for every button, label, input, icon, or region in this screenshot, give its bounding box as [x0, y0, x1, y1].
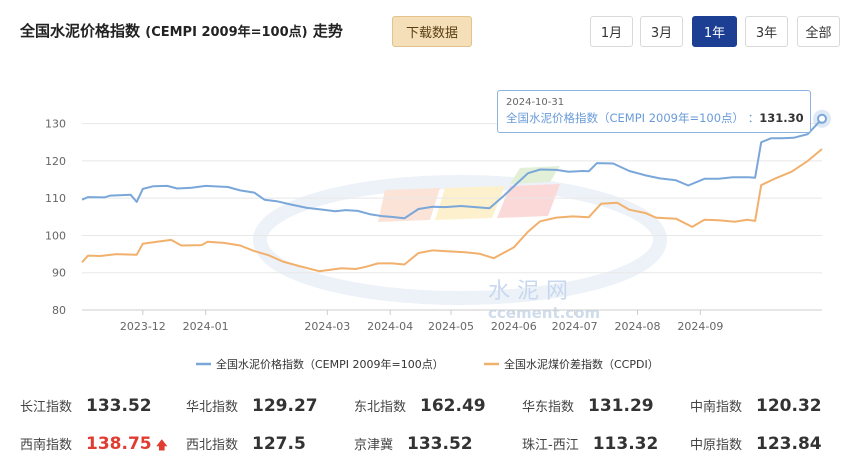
watermark-logo: 水 泥 网 ccement.com: [253, 166, 667, 322]
stat-label: 长江指数: [20, 400, 73, 415]
range-3m-button[interactable]: 3月: [640, 16, 683, 47]
y-tick-label: 130: [45, 118, 66, 131]
stat-item: 京津冀 133.52: [354, 434, 473, 454]
watermark-text-cn: 水 泥 网: [488, 279, 568, 304]
stat-value: 129.27: [252, 396, 318, 416]
stat-value: 131.29: [588, 396, 654, 416]
range-1m-button[interactable]: 1月: [590, 16, 633, 47]
stat-value: 120.32: [756, 396, 822, 416]
y-tick-label: 90: [52, 267, 66, 280]
x-tick-label: 2024-01: [183, 320, 229, 333]
x-tick-label: 2024-04: [367, 320, 413, 333]
y-tick-label: 100: [45, 229, 66, 242]
title-sub: (CEMPI 2009年=100点): [145, 25, 308, 40]
title-main: 全国水泥价格指数: [20, 22, 141, 40]
series-line-cempi[interactable]: [81, 118, 823, 220]
line-chart: 水 泥 网 ccement.com 80 90 100 110 120 130 2023-…: [45, 109, 831, 371]
chart-tooltip: 2024-10-31 全国水泥价格指数（CEMPI 2009年=100点） ：1…: [497, 90, 811, 133]
page-title: 全国水泥价格指数 (CEMPI 2009年=100点) 走势: [20, 20, 343, 41]
stat-value: 133.52: [407, 434, 473, 454]
range-1y-button[interactable]: 1年: [692, 16, 737, 47]
stat-item: 西南指数 138.75 🡅: [20, 434, 168, 457]
x-tick-label: 2024-06: [491, 320, 537, 333]
x-tick-label: 2024-07: [552, 320, 598, 333]
stat-label: 西南指数: [20, 438, 73, 453]
arrow-up-icon: 🡅: [155, 438, 168, 452]
watermark-text-en: ccement.com: [488, 304, 600, 322]
stat-value: 138.75: [86, 434, 152, 454]
stat-item: 中南指数 120.32: [690, 396, 822, 416]
stat-item: 西北指数 127.5: [186, 434, 306, 454]
y-tick-label: 110: [45, 192, 66, 205]
stat-item: 华北指数 129.27: [186, 396, 318, 416]
tooltip-date: 2024-10-31: [506, 97, 565, 108]
tooltip-value: 131.30: [759, 111, 804, 125]
stat-item: 东北指数 162.49: [354, 396, 486, 416]
x-tick-label: 2024-08: [615, 320, 661, 333]
stat-label: 西北指数: [186, 438, 239, 453]
x-tick-label: 2024-05: [428, 320, 474, 333]
tooltip-series: 全国水泥价格指数（CEMPI 2009年=100点）: [506, 111, 745, 125]
stat-label: 京津冀: [354, 438, 394, 453]
stat-item: 华东指数 131.29: [522, 396, 654, 416]
legend-label-cempi[interactable]: 全国水泥价格指数（CEMPI 2009年=100点）: [216, 357, 444, 371]
stat-value: 123.84: [756, 434, 822, 454]
x-tick-label: 2024-03: [304, 320, 350, 333]
stat-item: 珠江-西江 113.32: [522, 434, 658, 454]
range-all-button[interactable]: 全部: [797, 16, 840, 47]
stat-label: 东北指数: [354, 400, 407, 415]
stat-label: 华东指数: [522, 400, 575, 415]
stat-value: 133.52: [86, 396, 152, 416]
stat-label: 中原指数: [690, 438, 743, 453]
x-tick-label: 2023-12: [120, 320, 166, 333]
stat-value: 162.49: [420, 396, 486, 416]
y-tick-label: 120: [45, 155, 66, 168]
stat-item: 长江指数 133.52: [20, 396, 152, 416]
chart-legend: 全国水泥价格指数（CEMPI 2009年=100点） 全国水泥煤价差指数（CCP…: [196, 357, 659, 371]
legend-label-ccpdi[interactable]: 全国水泥煤价差指数（CCPDI）: [504, 357, 659, 371]
range-3y-button[interactable]: 3年: [745, 16, 788, 47]
tooltip-row: 全国水泥价格指数（CEMPI 2009年=100点） ：131.30: [506, 111, 804, 125]
stat-item: 中原指数 123.84: [690, 434, 822, 454]
hover-point[interactable]: [817, 113, 827, 124]
download-data-button[interactable]: 下载数据: [392, 16, 472, 47]
stat-value: 127.5: [252, 434, 306, 454]
stat-label: 中南指数: [690, 400, 743, 415]
y-tick-label: 80: [52, 304, 66, 317]
title-tail: 走势: [312, 22, 343, 40]
stat-label: 华北指数: [186, 400, 239, 415]
stat-label: 珠江-西江: [522, 438, 579, 453]
series-line-ccpdi[interactable]: [81, 148, 823, 273]
stat-value: 113.32: [592, 434, 659, 454]
x-tick-label: 2024-09: [677, 320, 723, 333]
